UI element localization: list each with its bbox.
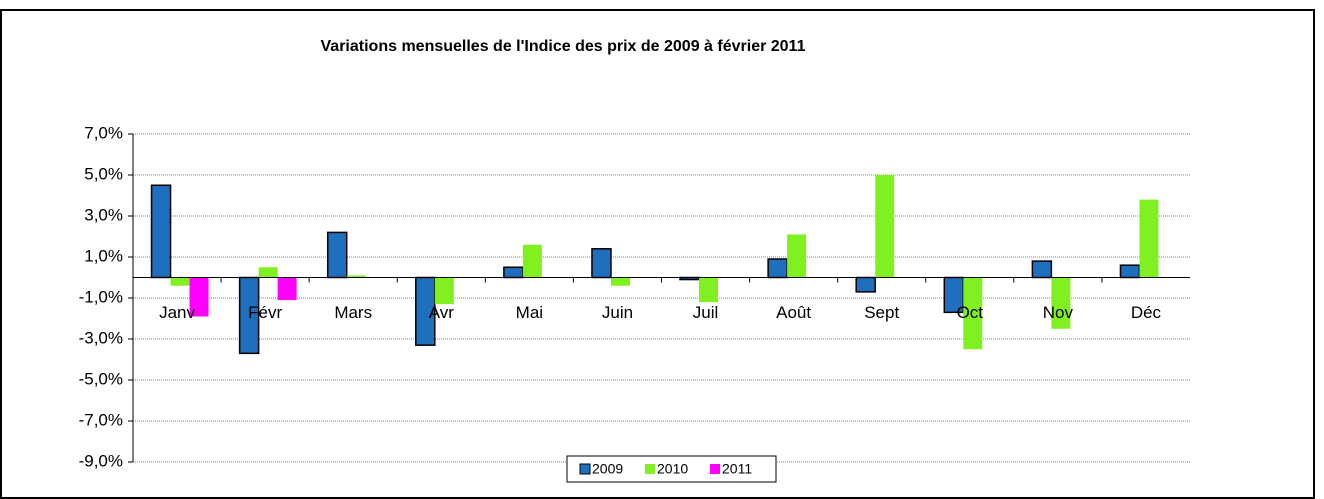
- bar: [189, 277, 209, 317]
- y-tick-label: -9,0%: [79, 451, 123, 470]
- chart-frame: [0, 9, 1315, 499]
- chart-title: Variations mensuelles de l'Indice des pr…: [321, 38, 806, 55]
- bar: [699, 277, 719, 303]
- bar: [277, 277, 297, 301]
- x-tick-label: Août: [776, 303, 811, 322]
- x-tick-label: Nov: [1043, 303, 1074, 322]
- legend-swatch: [645, 464, 655, 474]
- bar: [170, 277, 190, 286]
- bar: [434, 277, 454, 305]
- bar: [258, 267, 278, 278]
- x-tick-label: Avr: [429, 303, 455, 322]
- bar: [503, 266, 524, 279]
- legend-box: [566, 455, 777, 483]
- x-tick-label: Juil: [693, 303, 719, 322]
- y-tick-label: -5,0%: [79, 369, 123, 388]
- x-tick-label: Mai: [516, 303, 543, 322]
- bar: [1031, 260, 1053, 279]
- bar: [875, 175, 895, 278]
- bar: [1119, 264, 1141, 279]
- x-tick-label: Mars: [334, 303, 372, 322]
- legend-swatch: [710, 464, 720, 474]
- bar: [1139, 199, 1159, 278]
- x-tick-label: Févr: [248, 303, 282, 322]
- y-tick-label: 1,0%: [84, 246, 123, 265]
- x-tick-label: Janv: [159, 303, 195, 322]
- bar: [855, 276, 876, 293]
- bar: [1051, 277, 1071, 329]
- x-tick-label: Sept: [864, 303, 899, 322]
- bar: [150, 184, 172, 279]
- legend-label: 2011: [722, 461, 752, 477]
- bar: [787, 234, 807, 278]
- y-tick-label: -7,0%: [79, 410, 123, 429]
- y-tick-label: -3,0%: [79, 328, 123, 347]
- bar: [591, 248, 612, 279]
- bar: [522, 244, 542, 278]
- x-tick-label: Oct: [957, 303, 984, 322]
- bar: [610, 277, 630, 286]
- legend-swatch: [579, 463, 591, 475]
- legend-label: 2010: [657, 461, 688, 477]
- x-tick-label: Juin: [602, 303, 633, 322]
- bar: [767, 258, 788, 279]
- y-tick-label: 5,0%: [84, 164, 123, 183]
- y-tick-label: 3,0%: [84, 205, 123, 224]
- y-tick-label: -1,0%: [79, 287, 123, 306]
- y-tick-label: 7,0%: [84, 123, 123, 142]
- legend-label: 2009: [592, 461, 623, 477]
- bar: [963, 277, 983, 350]
- bar: [346, 275, 366, 278]
- x-tick-label: Déc: [1131, 303, 1162, 322]
- bar: [326, 231, 348, 279]
